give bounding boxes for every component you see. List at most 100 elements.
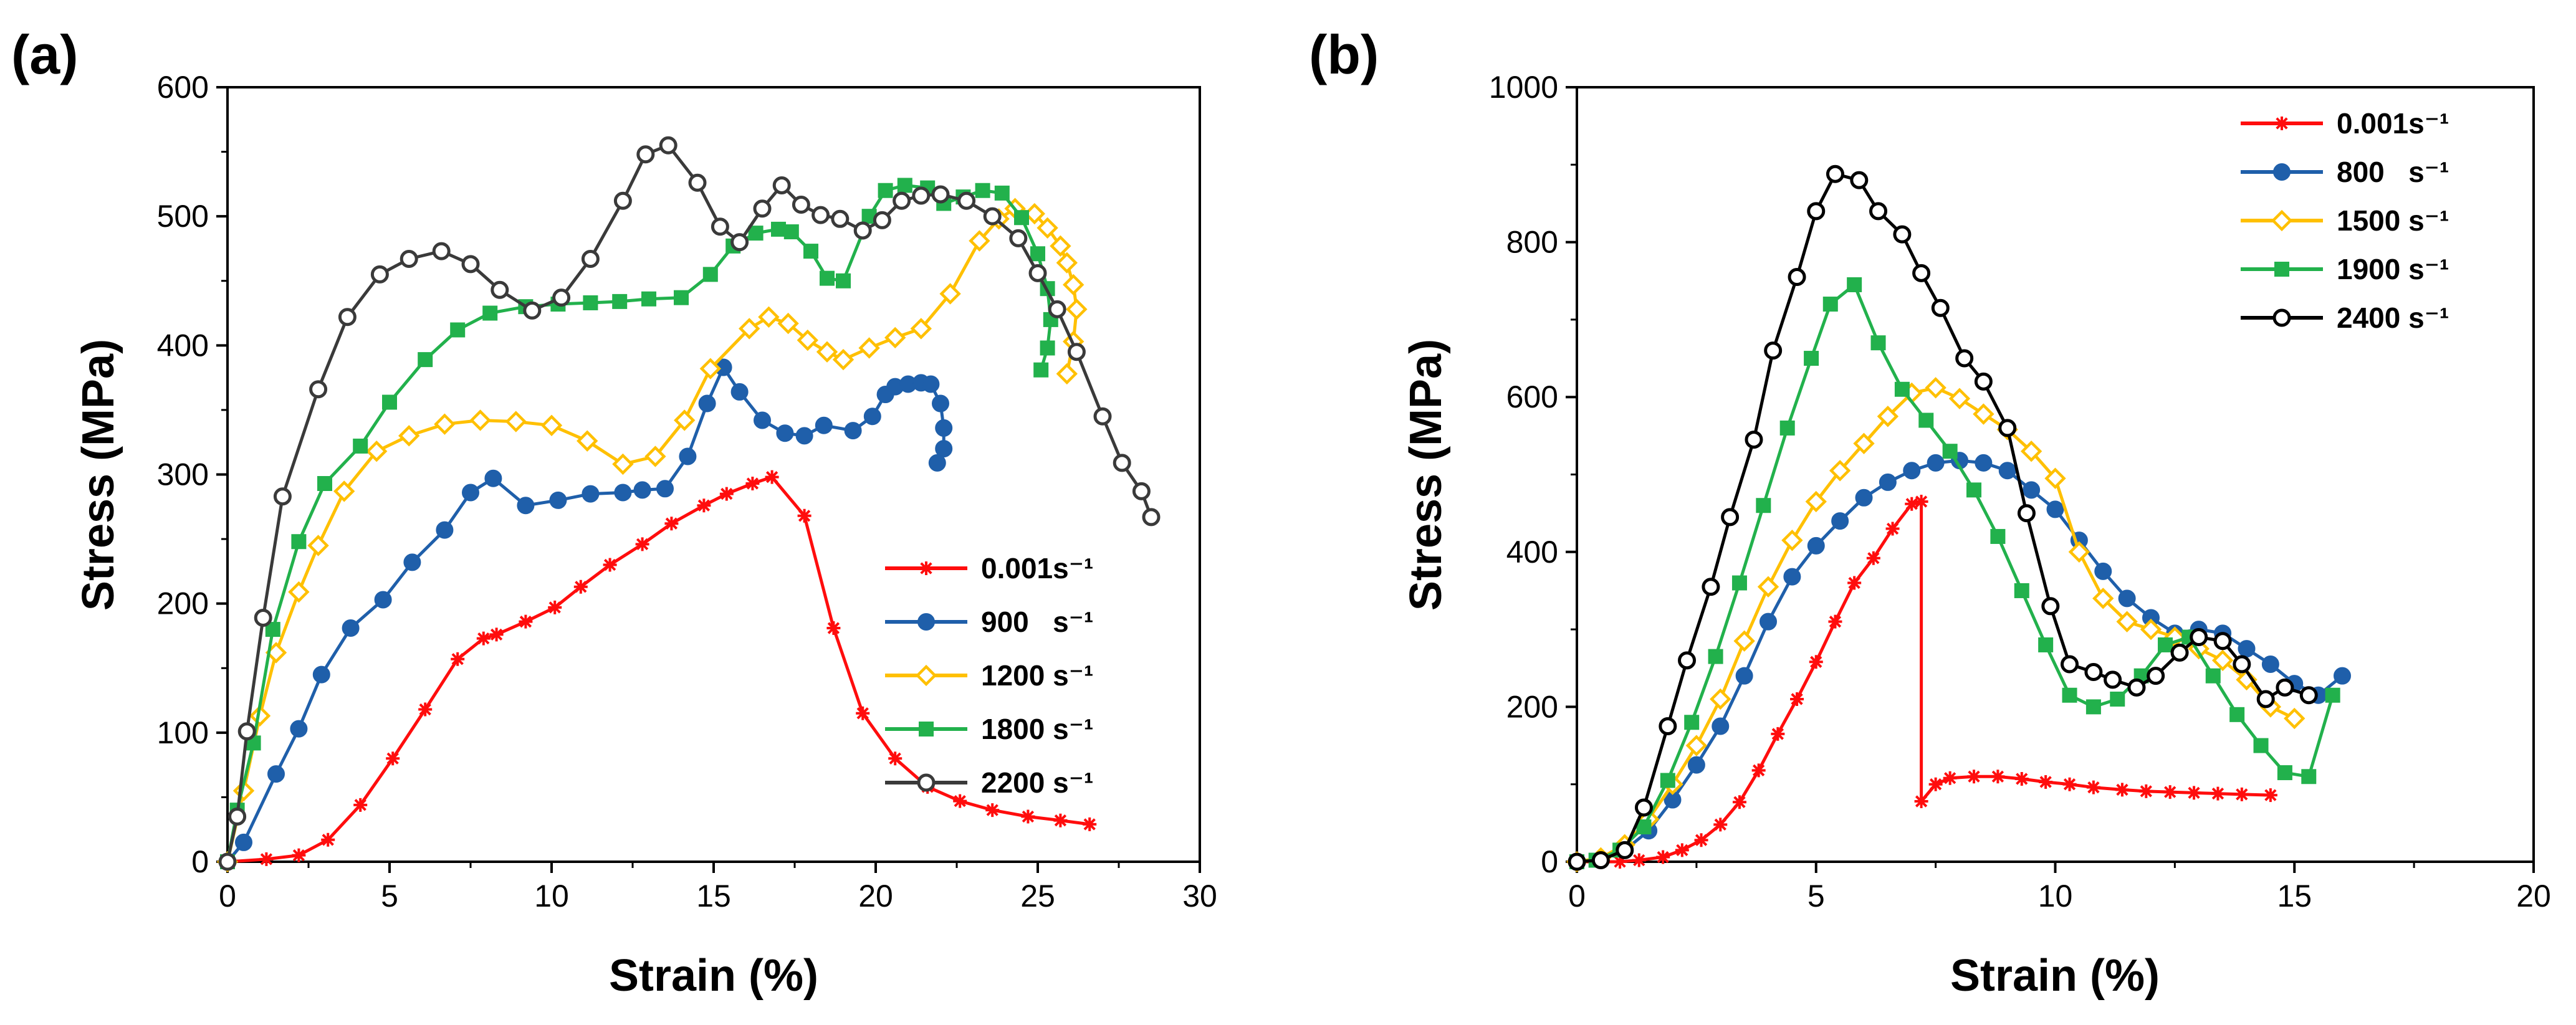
panel-a-series-2-point [939, 283, 961, 305]
panel-b-series-0-point [1751, 763, 1766, 778]
panel-a-series-0-point [745, 477, 760, 491]
panel-a-series-1-point [342, 619, 360, 637]
panel-b-legend-label: 2400 s⁻¹ [2337, 302, 2449, 334]
panel-a-series-2-point [288, 581, 310, 603]
panel-a-x-tick-label: 10 [534, 879, 569, 913]
panel-a-series-1-point [267, 765, 285, 783]
panel-a-series-3-point [265, 622, 280, 637]
panel-a-y-tick-label: 300 [157, 457, 209, 492]
panel-b-series-4-point [2276, 678, 2294, 697]
panel-b-x-axis-title: Strain (%) [1950, 951, 2160, 1001]
panel-b-series-4-point [1974, 372, 1993, 391]
panel-a-series-1-point [462, 484, 479, 502]
panel-b-series-1-point [2261, 656, 2279, 674]
panel-a-series-3-point [418, 352, 433, 368]
panel-a-y-tick-label: 200 [157, 586, 209, 621]
panel-a-series-2-point [777, 312, 799, 335]
panel-b-legend-label: 1500 s⁻¹ [2337, 204, 2449, 237]
panel-b-legend-item: 0.001s⁻¹ [2241, 107, 2449, 140]
panel-b-series-0-point [1914, 794, 1928, 809]
panel-b-x-tick-label: 20 [2516, 879, 2551, 913]
panel-b-series-3-point [1684, 715, 1700, 730]
panel-b-series-3-point [1894, 381, 1910, 397]
panel-b-series-1-point [1760, 613, 1777, 631]
panel-b-legend: 0.001s⁻¹ 800 s⁻¹ 1500 s⁻¹ 1900 s⁻¹ 2400 s⁻¹ [2241, 107, 2449, 334]
panel-a-series-2-point [469, 409, 491, 431]
panel-a-series-1-point [582, 485, 600, 503]
panel-b-series-2-point [1710, 688, 1731, 710]
panel-a-series-0-point [888, 751, 903, 766]
panel-a-series-2-point [884, 327, 906, 349]
panel-a-series-3-point [820, 270, 835, 286]
panel-a-series-3-point [1040, 340, 1055, 356]
panel-b-series-3-point [2277, 765, 2292, 781]
panel-a-series-4-point [659, 136, 678, 155]
panel-a-series-4-point [983, 207, 1002, 226]
panel-a-series [216, 136, 1161, 873]
panel-b-series-0-point [1771, 727, 1785, 741]
panel-a-series-3-point [1030, 246, 1045, 262]
panel-b-legend-swatch-marker [2271, 209, 2293, 232]
panel-b-series-3-point [1942, 444, 1958, 459]
panel-b-series-4-point [1893, 225, 1912, 244]
panel-a-y-tick-label: 500 [157, 199, 209, 234]
panel-a-series-3-point [641, 291, 656, 307]
panel-a-series-2-point [644, 446, 666, 467]
panel-b-series-2-point [2020, 441, 2042, 462]
panel-a-legend-swatch-marker [919, 561, 933, 575]
panel-b-series-0-point [2014, 772, 2029, 786]
panel-a-series-4-point [812, 206, 830, 224]
panel-a-series-2-point [577, 430, 598, 452]
panel-b-series-0-point [2234, 787, 2249, 801]
panel-a-series-2-point [540, 414, 563, 436]
panel-b-series-0-point [2211, 786, 2225, 801]
panel-a-x-tick-label: 20 [858, 879, 893, 913]
panel-a-series-3-point [1033, 362, 1049, 378]
panel-a-series-0-point [1053, 813, 1068, 827]
panel-a-legend: 0.001s⁻¹ 900 s⁻¹ 1200 s⁻¹ 1800 s⁻¹ 2200 s⁻¹ [885, 552, 1093, 799]
panel-b-series-4 [1568, 164, 2318, 871]
panel-b-series-0-point [2086, 780, 2100, 794]
panel-b-series-4-point [2127, 678, 2146, 697]
panel-b-series-2-point [1877, 406, 1899, 427]
panel-b-series-0-point [1790, 692, 1804, 706]
panel-a-series-1-point [614, 484, 632, 502]
panel-a-y-tick-label: 0 [191, 844, 209, 879]
panel-b-series-1-point [2118, 589, 2136, 608]
panel-b-series-1-point [1712, 717, 1730, 735]
panel-a-series-3-point [583, 295, 598, 310]
panel-a-series-0-point [697, 498, 711, 513]
panel-b: (b) Stress (MPa) Strain (%) 0 5 10 15 200200… [1309, 24, 2551, 1001]
panel-b-series-1-point [1783, 568, 1801, 586]
panel-a-series-4-point [1093, 407, 1112, 426]
panel-a-series-4-point [338, 308, 357, 327]
panel-a-series-2-point [797, 329, 818, 351]
panel-a-legend-swatch-marker [919, 722, 934, 737]
panel-a-series-2-point [307, 535, 329, 556]
panel-a-x-tick-label: 15 [696, 879, 731, 913]
panel-b-series-3-point [1847, 277, 1862, 292]
panel-b-series-0-point [1632, 853, 1646, 867]
panel-b-series-1-point [1927, 454, 1945, 472]
panel-a-series-4-point [228, 807, 247, 826]
panel-a-series-3-point [878, 183, 893, 198]
panel-a-series-4-point [1048, 300, 1066, 318]
panel-a-series-0-point [476, 631, 491, 646]
panel-b-series-0-point [1675, 843, 1689, 857]
panel-a-series-4-point [218, 852, 237, 871]
panel-a-series-4-point [1113, 454, 1131, 472]
panel-a-series-4-point [1009, 229, 1028, 247]
panel-b-series-4-point [2147, 667, 2165, 685]
panel-b-series-2-point [1829, 460, 1851, 482]
panel-a-series-0-point [1021, 809, 1035, 824]
panel-a-legend-item: 0.001s⁻¹ [885, 552, 1093, 584]
panel-b-series-3-point [1870, 335, 1886, 351]
panel-a-series-1-point [754, 411, 771, 429]
panel-b-series-2-point [2284, 707, 2305, 730]
panel-a-series-4-point [1142, 508, 1161, 527]
panel-b-series-1-point [1855, 489, 1873, 507]
panel-b-series-0-point [1656, 850, 1670, 864]
panel-b-series-4-point [1955, 349, 1974, 368]
panel-b-y-tick-label: 200 [1506, 689, 1558, 724]
